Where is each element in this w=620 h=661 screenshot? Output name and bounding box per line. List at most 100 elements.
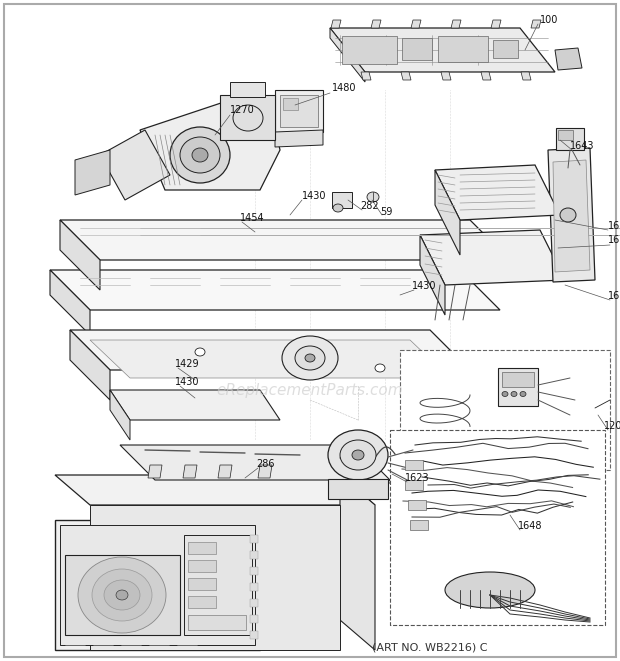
- Bar: [438, 36, 488, 62]
- Bar: [405, 460, 423, 470]
- Bar: [405, 480, 423, 490]
- Text: 1270: 1270: [230, 105, 255, 115]
- Polygon shape: [75, 150, 110, 195]
- Bar: [230, 82, 265, 97]
- Polygon shape: [555, 48, 582, 70]
- Polygon shape: [330, 28, 555, 72]
- Ellipse shape: [116, 590, 128, 600]
- Polygon shape: [328, 479, 392, 483]
- Polygon shape: [120, 445, 390, 480]
- Ellipse shape: [367, 192, 379, 202]
- Polygon shape: [548, 148, 595, 282]
- Ellipse shape: [305, 354, 315, 362]
- Bar: [502, 372, 534, 387]
- Polygon shape: [110, 390, 130, 440]
- Bar: [65, 555, 180, 635]
- Polygon shape: [60, 220, 510, 260]
- Text: 1430: 1430: [302, 191, 327, 201]
- Bar: [332, 192, 352, 208]
- Polygon shape: [50, 270, 500, 310]
- Ellipse shape: [92, 569, 152, 621]
- Bar: [250, 599, 258, 607]
- Text: eReplacementParts.com: eReplacementParts.com: [216, 383, 404, 397]
- Polygon shape: [371, 20, 381, 28]
- Polygon shape: [218, 465, 232, 478]
- Polygon shape: [420, 235, 445, 315]
- Bar: [188, 560, 216, 572]
- Polygon shape: [330, 28, 365, 82]
- Text: (ART NO. WB2216) C: (ART NO. WB2216) C: [372, 643, 488, 653]
- Bar: [184, 535, 252, 635]
- Polygon shape: [531, 20, 541, 28]
- Polygon shape: [331, 20, 341, 28]
- Polygon shape: [70, 330, 470, 370]
- Polygon shape: [60, 220, 100, 290]
- Bar: [250, 631, 258, 639]
- Polygon shape: [481, 72, 491, 80]
- Text: 1454: 1454: [240, 213, 265, 223]
- Polygon shape: [258, 465, 272, 478]
- Polygon shape: [148, 465, 162, 478]
- Ellipse shape: [352, 450, 364, 460]
- Bar: [90, 505, 340, 650]
- Ellipse shape: [180, 137, 220, 173]
- Bar: [220, 95, 275, 140]
- Polygon shape: [100, 130, 170, 200]
- Bar: [188, 542, 216, 554]
- Bar: [410, 520, 428, 530]
- Polygon shape: [90, 340, 450, 378]
- Ellipse shape: [78, 557, 166, 633]
- Polygon shape: [55, 475, 375, 505]
- Polygon shape: [441, 72, 451, 80]
- Text: 1429: 1429: [175, 359, 200, 369]
- Ellipse shape: [375, 364, 385, 372]
- Polygon shape: [411, 20, 421, 28]
- Ellipse shape: [511, 391, 517, 397]
- Ellipse shape: [192, 148, 208, 162]
- Polygon shape: [70, 330, 110, 400]
- Polygon shape: [361, 72, 371, 80]
- Polygon shape: [435, 170, 460, 255]
- Polygon shape: [183, 465, 197, 478]
- Text: 1626: 1626: [608, 235, 620, 245]
- Bar: [188, 596, 216, 608]
- Bar: [390, 430, 605, 625]
- Text: 1430: 1430: [412, 281, 436, 291]
- Text: 1480: 1480: [332, 83, 356, 93]
- Polygon shape: [55, 520, 260, 650]
- Polygon shape: [50, 270, 90, 335]
- Bar: [556, 128, 584, 150]
- Ellipse shape: [170, 127, 230, 183]
- Bar: [250, 615, 258, 623]
- Ellipse shape: [445, 572, 535, 608]
- Bar: [250, 535, 258, 543]
- Polygon shape: [553, 160, 590, 272]
- Bar: [283, 98, 298, 110]
- Bar: [558, 130, 573, 140]
- Bar: [408, 500, 426, 510]
- Ellipse shape: [104, 580, 140, 610]
- Ellipse shape: [560, 208, 576, 222]
- Ellipse shape: [295, 346, 325, 370]
- Bar: [250, 567, 258, 575]
- Text: 1621: 1621: [608, 221, 620, 231]
- Ellipse shape: [282, 336, 338, 380]
- Bar: [493, 40, 518, 58]
- Bar: [498, 368, 538, 406]
- Polygon shape: [275, 130, 323, 147]
- Polygon shape: [451, 20, 461, 28]
- Bar: [250, 551, 258, 559]
- Bar: [328, 479, 388, 499]
- Polygon shape: [110, 390, 280, 420]
- Text: 1653: 1653: [608, 291, 620, 301]
- Text: 1648: 1648: [518, 521, 542, 531]
- Bar: [342, 36, 397, 64]
- Bar: [402, 38, 432, 60]
- Polygon shape: [140, 100, 280, 190]
- Ellipse shape: [195, 348, 205, 356]
- Polygon shape: [420, 230, 565, 285]
- Text: 282: 282: [360, 201, 379, 211]
- Polygon shape: [521, 72, 531, 80]
- Bar: [188, 615, 246, 630]
- Bar: [188, 578, 216, 590]
